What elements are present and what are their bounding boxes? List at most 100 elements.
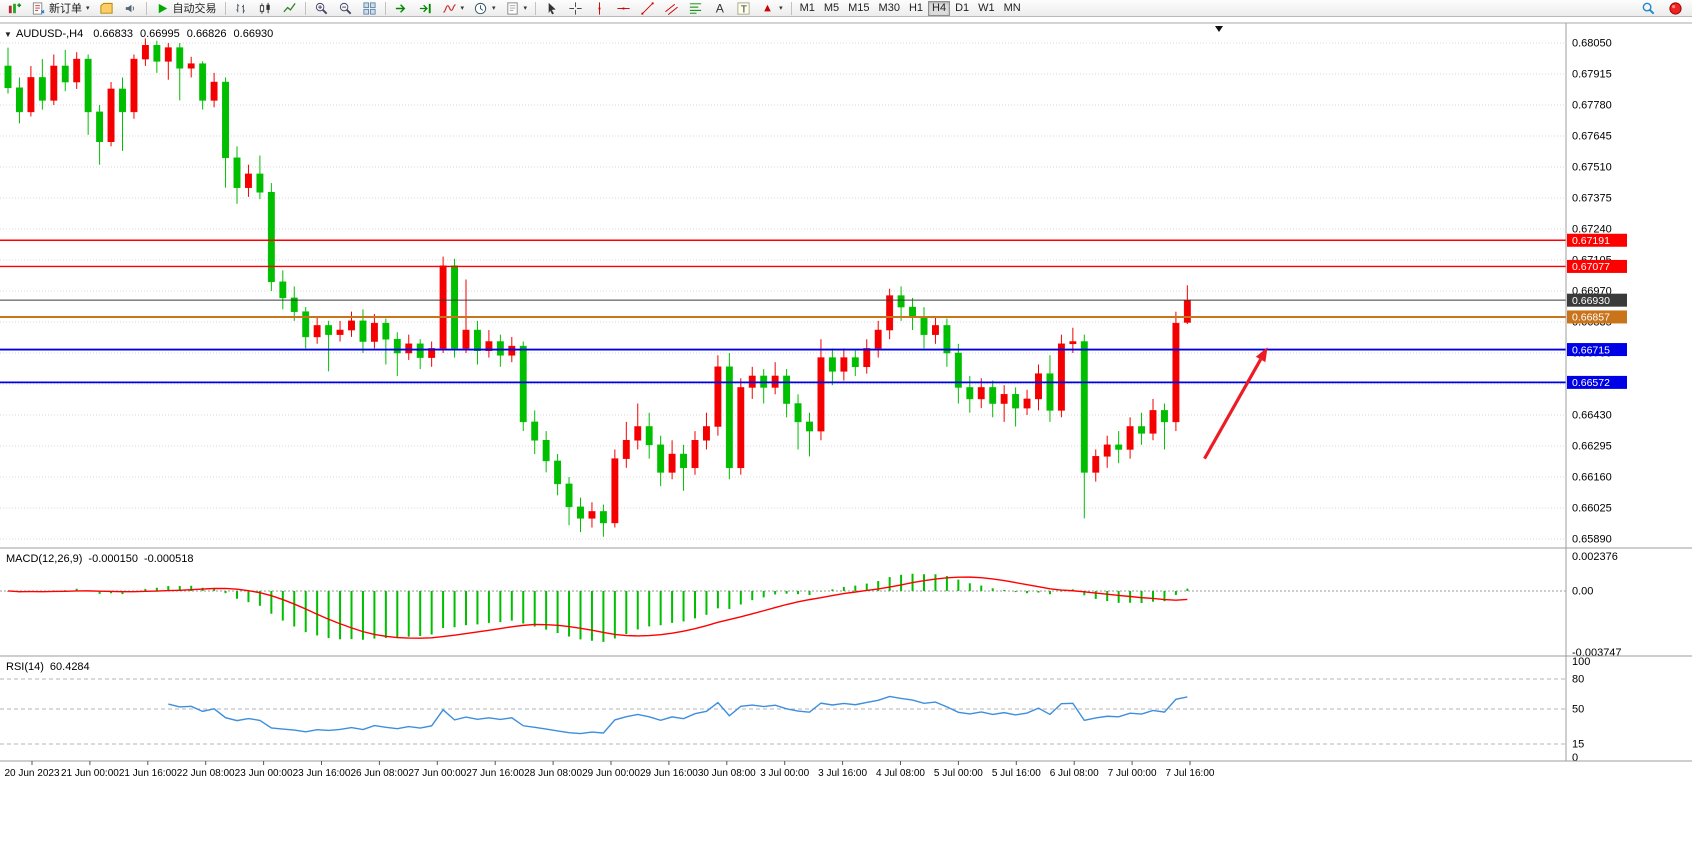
alerts-button[interactable] xyxy=(119,1,142,16)
equidistant-channel-button[interactable] xyxy=(660,1,683,16)
new-order-button[interactable]: 新订单 ▾ xyxy=(27,1,94,16)
text-button[interactable]: A xyxy=(708,1,731,16)
candle xyxy=(851,350,859,376)
timeframe-m1-button[interactable]: M1 xyxy=(796,1,819,16)
autoscroll-icon xyxy=(394,1,409,16)
search-button[interactable] xyxy=(1637,1,1660,16)
candlestick-chart-button[interactable] xyxy=(254,1,277,16)
hline-icon xyxy=(616,1,631,16)
text-t-icon: T xyxy=(736,1,751,16)
macd-histogram-bar xyxy=(350,590,353,640)
fibonacci-retracement-button[interactable] xyxy=(684,1,707,16)
candle xyxy=(680,444,687,491)
macd-histogram-bar xyxy=(396,590,399,638)
text-label-button[interactable]: T xyxy=(732,1,755,16)
tile-windows-button[interactable] xyxy=(358,1,381,16)
rsi-axis-label: 80 xyxy=(1572,674,1584,686)
auto-scroll-button[interactable] xyxy=(390,1,413,16)
timeframe-m30-button[interactable]: M30 xyxy=(875,1,904,16)
candle xyxy=(1023,389,1031,415)
profiles-button[interactable] xyxy=(95,1,118,16)
macd-histogram-bar xyxy=(407,590,410,637)
timeframe-d1-button[interactable]: D1 xyxy=(951,1,973,16)
trendline-button[interactable] xyxy=(636,1,659,16)
zoom-out-button[interactable] xyxy=(334,1,357,16)
price-axis[interactable]: 0.68050 0.67915 0.67780 0.67645 0.67510 0.673… xyxy=(1565,23,1627,761)
support-2-price-badge: 0.66572 xyxy=(1567,375,1627,389)
candle xyxy=(16,77,23,124)
auto-trading-button[interactable]: 自动交易 xyxy=(151,1,221,16)
candle xyxy=(1172,311,1180,432)
time-axis[interactable]: 20 Jun 2023 21 Jun 00:00 21 Jun 16:00 22 Ju… xyxy=(4,761,1215,779)
objects-layer xyxy=(0,239,1566,460)
candle xyxy=(1126,417,1134,459)
macd-histogram-bar xyxy=(213,588,216,591)
macd-histogram-bar xyxy=(934,574,937,591)
crosshair-button[interactable] xyxy=(564,1,587,16)
new-chart-button[interactable] xyxy=(3,1,26,16)
candle xyxy=(554,454,562,496)
candle xyxy=(164,43,172,80)
timeframe-mn-button[interactable]: MN xyxy=(1000,1,1025,16)
horizontal-line-button[interactable] xyxy=(612,1,635,16)
candle xyxy=(485,330,493,358)
macd-histogram-bar xyxy=(625,590,628,635)
timeframe-w1-button[interactable]: W1 xyxy=(974,1,999,16)
bar-chart-button[interactable] xyxy=(230,1,253,16)
time-tick-label: 21 Jun 16:00 xyxy=(119,768,177,779)
timeframe-h1-button[interactable]: H1 xyxy=(905,1,927,16)
candle xyxy=(233,146,241,204)
macd-axis-max: 0.002376 xyxy=(1572,551,1618,563)
periods-button[interactable]: ▾ xyxy=(469,1,500,16)
macd-histogram-bar xyxy=(1106,590,1109,602)
timeframe-h4-button[interactable]: H4 xyxy=(928,0,951,16)
chart-canvas[interactable]: ▼ AUDUSD-,H4 0.66833 0.66995 0.66826 0.66930 M… xyxy=(0,17,1692,843)
line-chart-button[interactable] xyxy=(278,1,301,16)
chart-window: ▼ AUDUSD-,H4 0.66833 0.66995 0.66826 0.66930 M… xyxy=(0,17,1692,843)
trend-arrow[interactable] xyxy=(1203,347,1268,460)
macd-histogram-bar xyxy=(671,590,674,623)
candle xyxy=(1161,403,1168,450)
svg-text:0.67077: 0.67077 xyxy=(1572,261,1610,273)
timeframe-m15-button[interactable]: M15 xyxy=(844,1,873,16)
candles-layer xyxy=(4,38,1191,537)
macd-histogram-bar xyxy=(339,590,342,640)
candle xyxy=(989,380,997,418)
macd-histogram-bar xyxy=(751,590,754,601)
candle xyxy=(302,307,310,349)
rsi-axis-label: 50 xyxy=(1572,704,1584,716)
timeframe-label: M15 xyxy=(848,2,870,14)
candle xyxy=(359,309,367,353)
macd-histogram-bar xyxy=(1048,590,1051,595)
candle xyxy=(817,339,825,441)
dropdown-caret-icon: ▾ xyxy=(523,4,528,12)
candle xyxy=(863,339,871,374)
macd-histogram-bar xyxy=(327,590,330,639)
timeframe-m5-button[interactable]: M5 xyxy=(820,1,843,16)
cursor-button[interactable] xyxy=(540,1,563,16)
time-tick-label: 27 Jun 16:00 xyxy=(466,768,524,779)
macd-histogram-bar xyxy=(568,590,571,637)
candle xyxy=(668,440,676,480)
price-tick-label: 0.66430 xyxy=(1572,410,1612,422)
candle xyxy=(370,313,378,349)
templates-button[interactable]: ▾ xyxy=(501,1,532,16)
connection-status-button[interactable] xyxy=(1664,1,1687,16)
tline-icon xyxy=(640,1,655,16)
candle xyxy=(245,164,252,197)
vertical-line-button[interactable] xyxy=(588,1,611,16)
macd-histogram-bar xyxy=(648,590,651,627)
indicators-list-button[interactable]: ▾ xyxy=(438,1,469,16)
macd-histogram-bar xyxy=(361,590,364,640)
chart-shift-marker[interactable] xyxy=(1215,26,1223,32)
chart-shift-button[interactable] xyxy=(414,1,437,16)
candle xyxy=(199,61,207,110)
candle xyxy=(428,341,436,367)
zoom-in-button[interactable] xyxy=(310,1,333,16)
arrows-button[interactable]: ▾ xyxy=(756,1,787,16)
collapse-triangle-icon[interactable]: ▼ xyxy=(4,30,12,39)
macd-histogram-bar xyxy=(819,590,822,592)
candle xyxy=(416,339,424,370)
candle xyxy=(256,155,264,200)
macd-histogram-bar xyxy=(98,590,101,594)
